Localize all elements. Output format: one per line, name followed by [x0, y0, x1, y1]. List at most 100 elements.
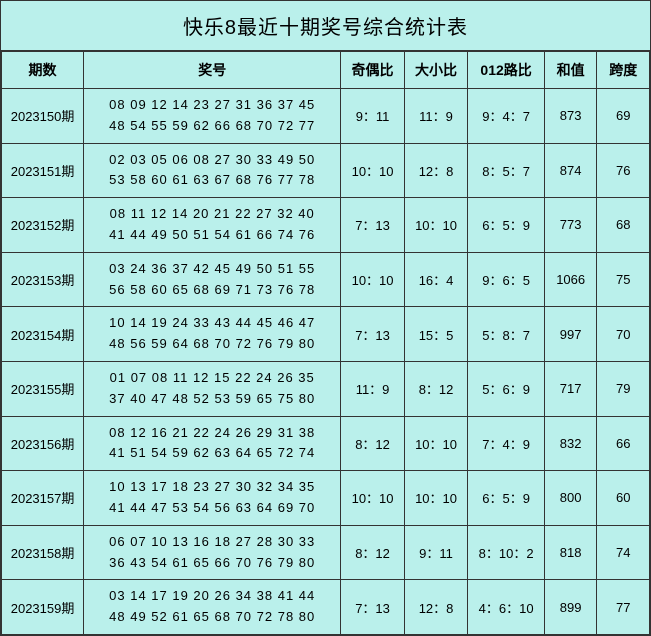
cell-numbers: 08 11 12 14 20 21 22 27 32 4041 44 49 50…	[84, 198, 341, 253]
cell-sum: 997	[544, 307, 597, 362]
cell-period: 2023159期	[2, 580, 84, 635]
numbers-line2: 41 44 47 53 54 56 63 64 69 70	[88, 498, 336, 519]
cell-numbers: 03 24 36 37 42 45 49 50 51 5556 58 60 65…	[84, 252, 341, 307]
cell-period: 2023150期	[2, 89, 84, 144]
cell-sum: 873	[544, 89, 597, 144]
cell-span: 69	[597, 89, 650, 144]
cell-span: 74	[597, 525, 650, 580]
cell-span: 75	[597, 252, 650, 307]
table-row: 2023157期10 13 17 18 23 27 30 32 34 3541 …	[2, 471, 650, 526]
cell-odd-even: 7：13	[341, 580, 404, 635]
table-row: 2023153期03 24 36 37 42 45 49 50 51 5556 …	[2, 252, 650, 307]
cell-span: 60	[597, 471, 650, 526]
cell-odd-even: 7：13	[341, 307, 404, 362]
cell-period: 2023156期	[2, 416, 84, 471]
cell-route012: 8：10：2	[468, 525, 545, 580]
numbers-line1: 03 14 17 19 20 26 34 38 41 44	[88, 586, 336, 607]
cell-odd-even: 10：10	[341, 471, 404, 526]
numbers-line2: 48 49 52 61 65 68 70 72 78 80	[88, 607, 336, 628]
cell-span: 79	[597, 361, 650, 416]
cell-sum: 899	[544, 580, 597, 635]
cell-route012: 5：6：9	[468, 361, 545, 416]
cell-odd-even: 8：12	[341, 525, 404, 580]
cell-route012: 9：4：7	[468, 89, 545, 144]
cell-span: 77	[597, 580, 650, 635]
header-span: 跨度	[597, 52, 650, 89]
numbers-line2: 48 56 59 64 68 70 72 76 79 80	[88, 334, 336, 355]
cell-period: 2023153期	[2, 252, 84, 307]
table-row: 2023156期08 12 16 21 22 24 26 29 31 3841 …	[2, 416, 650, 471]
table-row: 2023150期08 09 12 14 23 27 31 36 37 4548 …	[2, 89, 650, 144]
header-row: 期数 奖号 奇偶比 大小比 012路比 和值 跨度	[2, 52, 650, 89]
numbers-line2: 37 40 47 48 52 53 59 65 75 80	[88, 389, 336, 410]
header-big-small: 大小比	[404, 52, 467, 89]
cell-numbers: 06 07 10 13 16 18 27 28 30 3336 43 54 61…	[84, 525, 341, 580]
cell-big-small: 10：10	[404, 471, 467, 526]
stats-table-container: 快乐8最近十期奖号综合统计表 期数 奖号 奇偶比 大小比 012路比 和值 跨度…	[0, 0, 651, 636]
cell-route012: 5：8：7	[468, 307, 545, 362]
cell-big-small: 12：8	[404, 143, 467, 198]
table-row: 2023155期01 07 08 11 12 15 22 24 26 3537 …	[2, 361, 650, 416]
table-row: 2023151期02 03 05 06 08 27 30 33 49 5053 …	[2, 143, 650, 198]
cell-route012: 6：5：9	[468, 198, 545, 253]
numbers-line2: 48 54 55 59 62 66 68 70 72 77	[88, 116, 336, 137]
numbers-line1: 08 11 12 14 20 21 22 27 32 40	[88, 204, 336, 225]
table-row: 2023154期10 14 19 24 33 43 44 45 46 4748 …	[2, 307, 650, 362]
cell-numbers: 02 03 05 06 08 27 30 33 49 5053 58 60 61…	[84, 143, 341, 198]
numbers-line1: 08 09 12 14 23 27 31 36 37 45	[88, 95, 336, 116]
cell-sum: 874	[544, 143, 597, 198]
cell-span: 66	[597, 416, 650, 471]
header-numbers: 奖号	[84, 52, 341, 89]
cell-sum: 800	[544, 471, 597, 526]
numbers-line1: 03 24 36 37 42 45 49 50 51 55	[88, 259, 336, 280]
cell-numbers: 01 07 08 11 12 15 22 24 26 3537 40 47 48…	[84, 361, 341, 416]
cell-span: 76	[597, 143, 650, 198]
cell-odd-even: 10：10	[341, 143, 404, 198]
numbers-line2: 53 58 60 61 63 67 68 76 77 78	[88, 170, 336, 191]
cell-period: 2023155期	[2, 361, 84, 416]
cell-route012: 8：5：7	[468, 143, 545, 198]
cell-odd-even: 11：9	[341, 361, 404, 416]
cell-big-small: 15：5	[404, 307, 467, 362]
cell-odd-even: 9：11	[341, 89, 404, 144]
numbers-line1: 10 13 17 18 23 27 30 32 34 35	[88, 477, 336, 498]
header-sum: 和值	[544, 52, 597, 89]
cell-route012: 4：6：10	[468, 580, 545, 635]
numbers-line1: 01 07 08 11 12 15 22 24 26 35	[88, 368, 336, 389]
stats-table: 期数 奖号 奇偶比 大小比 012路比 和值 跨度 2023150期08 09 …	[1, 51, 650, 635]
cell-numbers: 08 09 12 14 23 27 31 36 37 4548 54 55 59…	[84, 89, 341, 144]
cell-route012: 7：4：9	[468, 416, 545, 471]
cell-big-small: 10：10	[404, 198, 467, 253]
cell-odd-even: 7：13	[341, 198, 404, 253]
cell-sum: 832	[544, 416, 597, 471]
numbers-line2: 41 44 49 50 51 54 61 66 74 76	[88, 225, 336, 246]
cell-period: 2023154期	[2, 307, 84, 362]
cell-numbers: 10 13 17 18 23 27 30 32 34 3541 44 47 53…	[84, 471, 341, 526]
header-period: 期数	[2, 52, 84, 89]
numbers-line2: 36 43 54 61 65 66 70 76 79 80	[88, 553, 336, 574]
cell-odd-even: 10：10	[341, 252, 404, 307]
cell-big-small: 10：10	[404, 416, 467, 471]
cell-span: 70	[597, 307, 650, 362]
numbers-line2: 56 58 60 65 68 69 71 73 76 78	[88, 280, 336, 301]
numbers-line1: 08 12 16 21 22 24 26 29 31 38	[88, 423, 336, 444]
cell-big-small: 12：8	[404, 580, 467, 635]
cell-period: 2023158期	[2, 525, 84, 580]
cell-odd-even: 8：12	[341, 416, 404, 471]
cell-period: 2023151期	[2, 143, 84, 198]
cell-period: 2023157期	[2, 471, 84, 526]
table-row: 2023159期03 14 17 19 20 26 34 38 41 4448 …	[2, 580, 650, 635]
cell-numbers: 10 14 19 24 33 43 44 45 46 4748 56 59 64…	[84, 307, 341, 362]
table-title: 快乐8最近十期奖号综合统计表	[1, 1, 650, 51]
numbers-line2: 41 51 54 59 62 63 64 65 72 74	[88, 443, 336, 464]
table-row: 2023158期06 07 10 13 16 18 27 28 30 3336 …	[2, 525, 650, 580]
cell-big-small: 9：11	[404, 525, 467, 580]
cell-sum: 773	[544, 198, 597, 253]
header-odd-even: 奇偶比	[341, 52, 404, 89]
cell-period: 2023152期	[2, 198, 84, 253]
cell-span: 68	[597, 198, 650, 253]
cell-numbers: 08 12 16 21 22 24 26 29 31 3841 51 54 59…	[84, 416, 341, 471]
cell-route012: 9：6：5	[468, 252, 545, 307]
cell-sum: 717	[544, 361, 597, 416]
numbers-line1: 02 03 05 06 08 27 30 33 49 50	[88, 150, 336, 171]
